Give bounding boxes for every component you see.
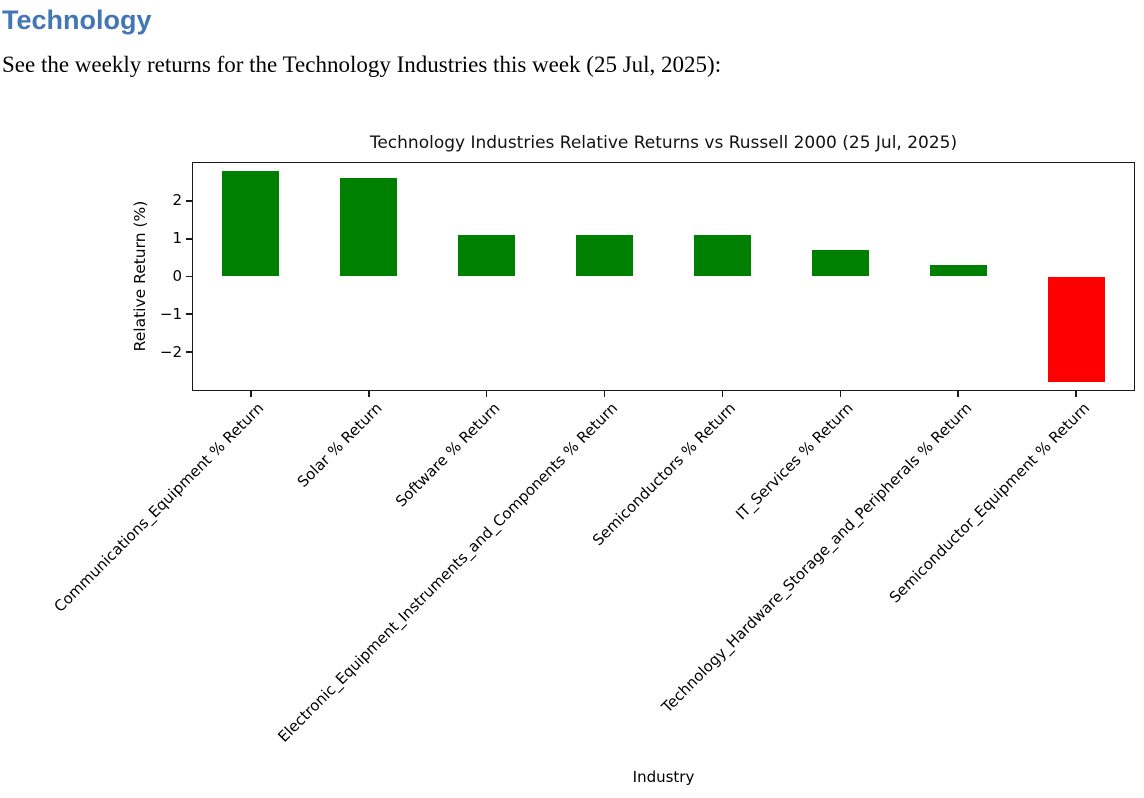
x-tick-mark	[603, 391, 606, 397]
x-tick-mark	[485, 391, 488, 397]
x-axis-label: Industry	[632, 768, 695, 786]
chart-title: Technology Industries Relative Returns v…	[369, 133, 958, 153]
x-tick-mark	[368, 391, 370, 397]
y-tick-mark	[186, 275, 192, 278]
bar	[929, 265, 987, 277]
y-tick-mark	[186, 351, 192, 353]
y-tick-mark	[186, 313, 192, 316]
y-tick-label: −1	[159, 304, 182, 323]
bar	[576, 234, 634, 277]
x-tick-mark	[250, 391, 252, 397]
section-heading: Technology	[2, 5, 152, 35]
y-tick-label: 0	[172, 267, 182, 285]
x-tick-mark	[839, 391, 842, 397]
y-tick-mark	[186, 200, 192, 202]
bar	[340, 178, 398, 277]
x-tick-label: Solar % Return	[293, 399, 386, 491]
x-tick-label: Communications_Equipment % Return	[50, 399, 268, 616]
bar	[1047, 276, 1105, 383]
y-tick-label: −2	[159, 342, 182, 361]
x-tick-mark	[957, 391, 959, 397]
bar	[222, 170, 280, 277]
bar	[811, 250, 869, 277]
bar	[693, 234, 751, 277]
y-tick-mark	[186, 237, 192, 240]
x-tick-mark	[1075, 391, 1077, 397]
y-tick-label: 1	[172, 229, 182, 248]
y-tick-label: 2	[172, 191, 182, 210]
x-tick-mark	[721, 391, 724, 397]
bar	[458, 234, 516, 277]
x-tick-label: Software % Return	[391, 399, 504, 511]
x-tick-label: IT_Services % Return	[732, 399, 858, 524]
intro-text: See the weekly returns for the Technolog…	[2, 52, 722, 77]
x-tick-label: Semiconductor_Equipment % Return	[885, 399, 1093, 607]
plot-area	[192, 162, 1135, 391]
